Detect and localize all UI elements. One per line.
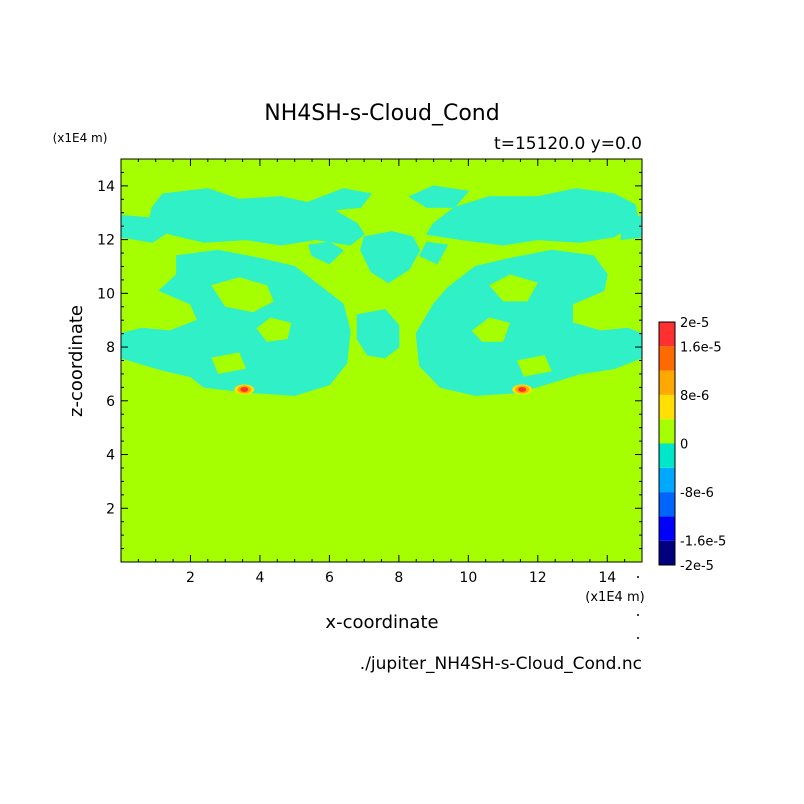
chart-title: NH4SH-s-Cloud_Cond bbox=[264, 101, 499, 126]
colorbar-segment-4 bbox=[659, 443, 675, 468]
negative-region-2 bbox=[121, 249, 351, 396]
colorbar-label: -8e-6 bbox=[680, 486, 714, 501]
y-axis: 2 4 6 8 10 12 14 bbox=[97, 171, 642, 550]
negative-region-1 bbox=[121, 214, 175, 243]
y-axis-label: z-coordinate bbox=[66, 305, 87, 417]
zero-level-hole-0 bbox=[211, 277, 274, 313]
colorbar-frame bbox=[658, 321, 676, 566]
x-axis: 2 4 6 8 10 12 14 bbox=[137, 159, 626, 586]
chart-subtitle: t=15120.0 y=0.0 bbox=[494, 134, 642, 154]
x-tick-label: 12 bbox=[529, 570, 547, 586]
y-tick-label: 8 bbox=[106, 340, 115, 356]
colorbar-label: -1.6e-5 bbox=[680, 535, 726, 550]
colorbar-segment-0 bbox=[659, 540, 675, 565]
x-tick-label: 10 bbox=[459, 570, 477, 586]
y-tick-label: 4 bbox=[106, 448, 115, 464]
zero-level-hole-5 bbox=[517, 355, 552, 377]
y-tick-label: 12 bbox=[97, 233, 115, 249]
x-tick-label: 8 bbox=[394, 570, 403, 586]
colorbar-segment-9 bbox=[659, 322, 675, 347]
zero-level-hole-4 bbox=[211, 352, 246, 374]
negative-region-5 bbox=[425, 188, 640, 246]
negative-region-11 bbox=[408, 185, 470, 208]
colorbar-segment-3 bbox=[659, 467, 675, 493]
x-axis-label: x-coordinate bbox=[325, 612, 438, 633]
colorbar-segment-1 bbox=[659, 516, 675, 541]
colorbar-segment-5 bbox=[659, 419, 675, 444]
hotspot-core-1 bbox=[518, 387, 527, 393]
x-tick-label: 2 bbox=[186, 570, 195, 586]
y-tick-label: 14 bbox=[97, 179, 115, 195]
colorbar-label: 2e-5 bbox=[680, 316, 709, 331]
colorbar-label: 1.6e-5 bbox=[680, 340, 722, 355]
x-tick-label: 6 bbox=[325, 570, 334, 586]
y-tick-label: 10 bbox=[97, 286, 115, 302]
colorbar: 2e-5 1.6e-5 8e-6 0 -8e-6 -1.6e-5 -2e-5 bbox=[658, 316, 726, 574]
negative-region-9 bbox=[360, 230, 421, 284]
plot-area bbox=[120, 158, 643, 563]
negative-region-8 bbox=[415, 249, 642, 396]
zero-level-hole-2 bbox=[471, 317, 510, 342]
colorbar-segment-7 bbox=[659, 370, 675, 395]
x-tick-label: 14 bbox=[598, 570, 616, 586]
colorbar-segment-8 bbox=[659, 346, 675, 371]
colorbar-label: -2e-5 bbox=[680, 559, 714, 574]
x-tick-label: 4 bbox=[255, 570, 264, 586]
footer-dots bbox=[637, 576, 639, 639]
zero-level-hole-3 bbox=[489, 274, 538, 302]
negative-region-7 bbox=[419, 241, 449, 265]
y-tick-label: 2 bbox=[106, 501, 115, 517]
negative-region-10 bbox=[307, 188, 372, 211]
zero-level-hole-1 bbox=[256, 317, 292, 342]
colorbar-label: 8e-6 bbox=[680, 389, 709, 404]
hotspot-core-0 bbox=[240, 387, 249, 393]
colorbar-segment-6 bbox=[659, 394, 675, 420]
negative-region-6 bbox=[620, 214, 642, 241]
y-axis-units: (x1E4 m) bbox=[53, 131, 108, 145]
footer-filename: ./jupiter_NH4SH-s-Cloud_Cond.nc bbox=[360, 654, 642, 674]
colorbar-segment-2 bbox=[659, 492, 675, 517]
negative-region-4 bbox=[356, 308, 400, 359]
colorbar-label: 0 bbox=[680, 438, 688, 453]
negative-region-3 bbox=[307, 241, 345, 265]
x-axis-units: (x1E4 m) bbox=[585, 590, 644, 605]
y-tick-label: 6 bbox=[106, 394, 115, 410]
